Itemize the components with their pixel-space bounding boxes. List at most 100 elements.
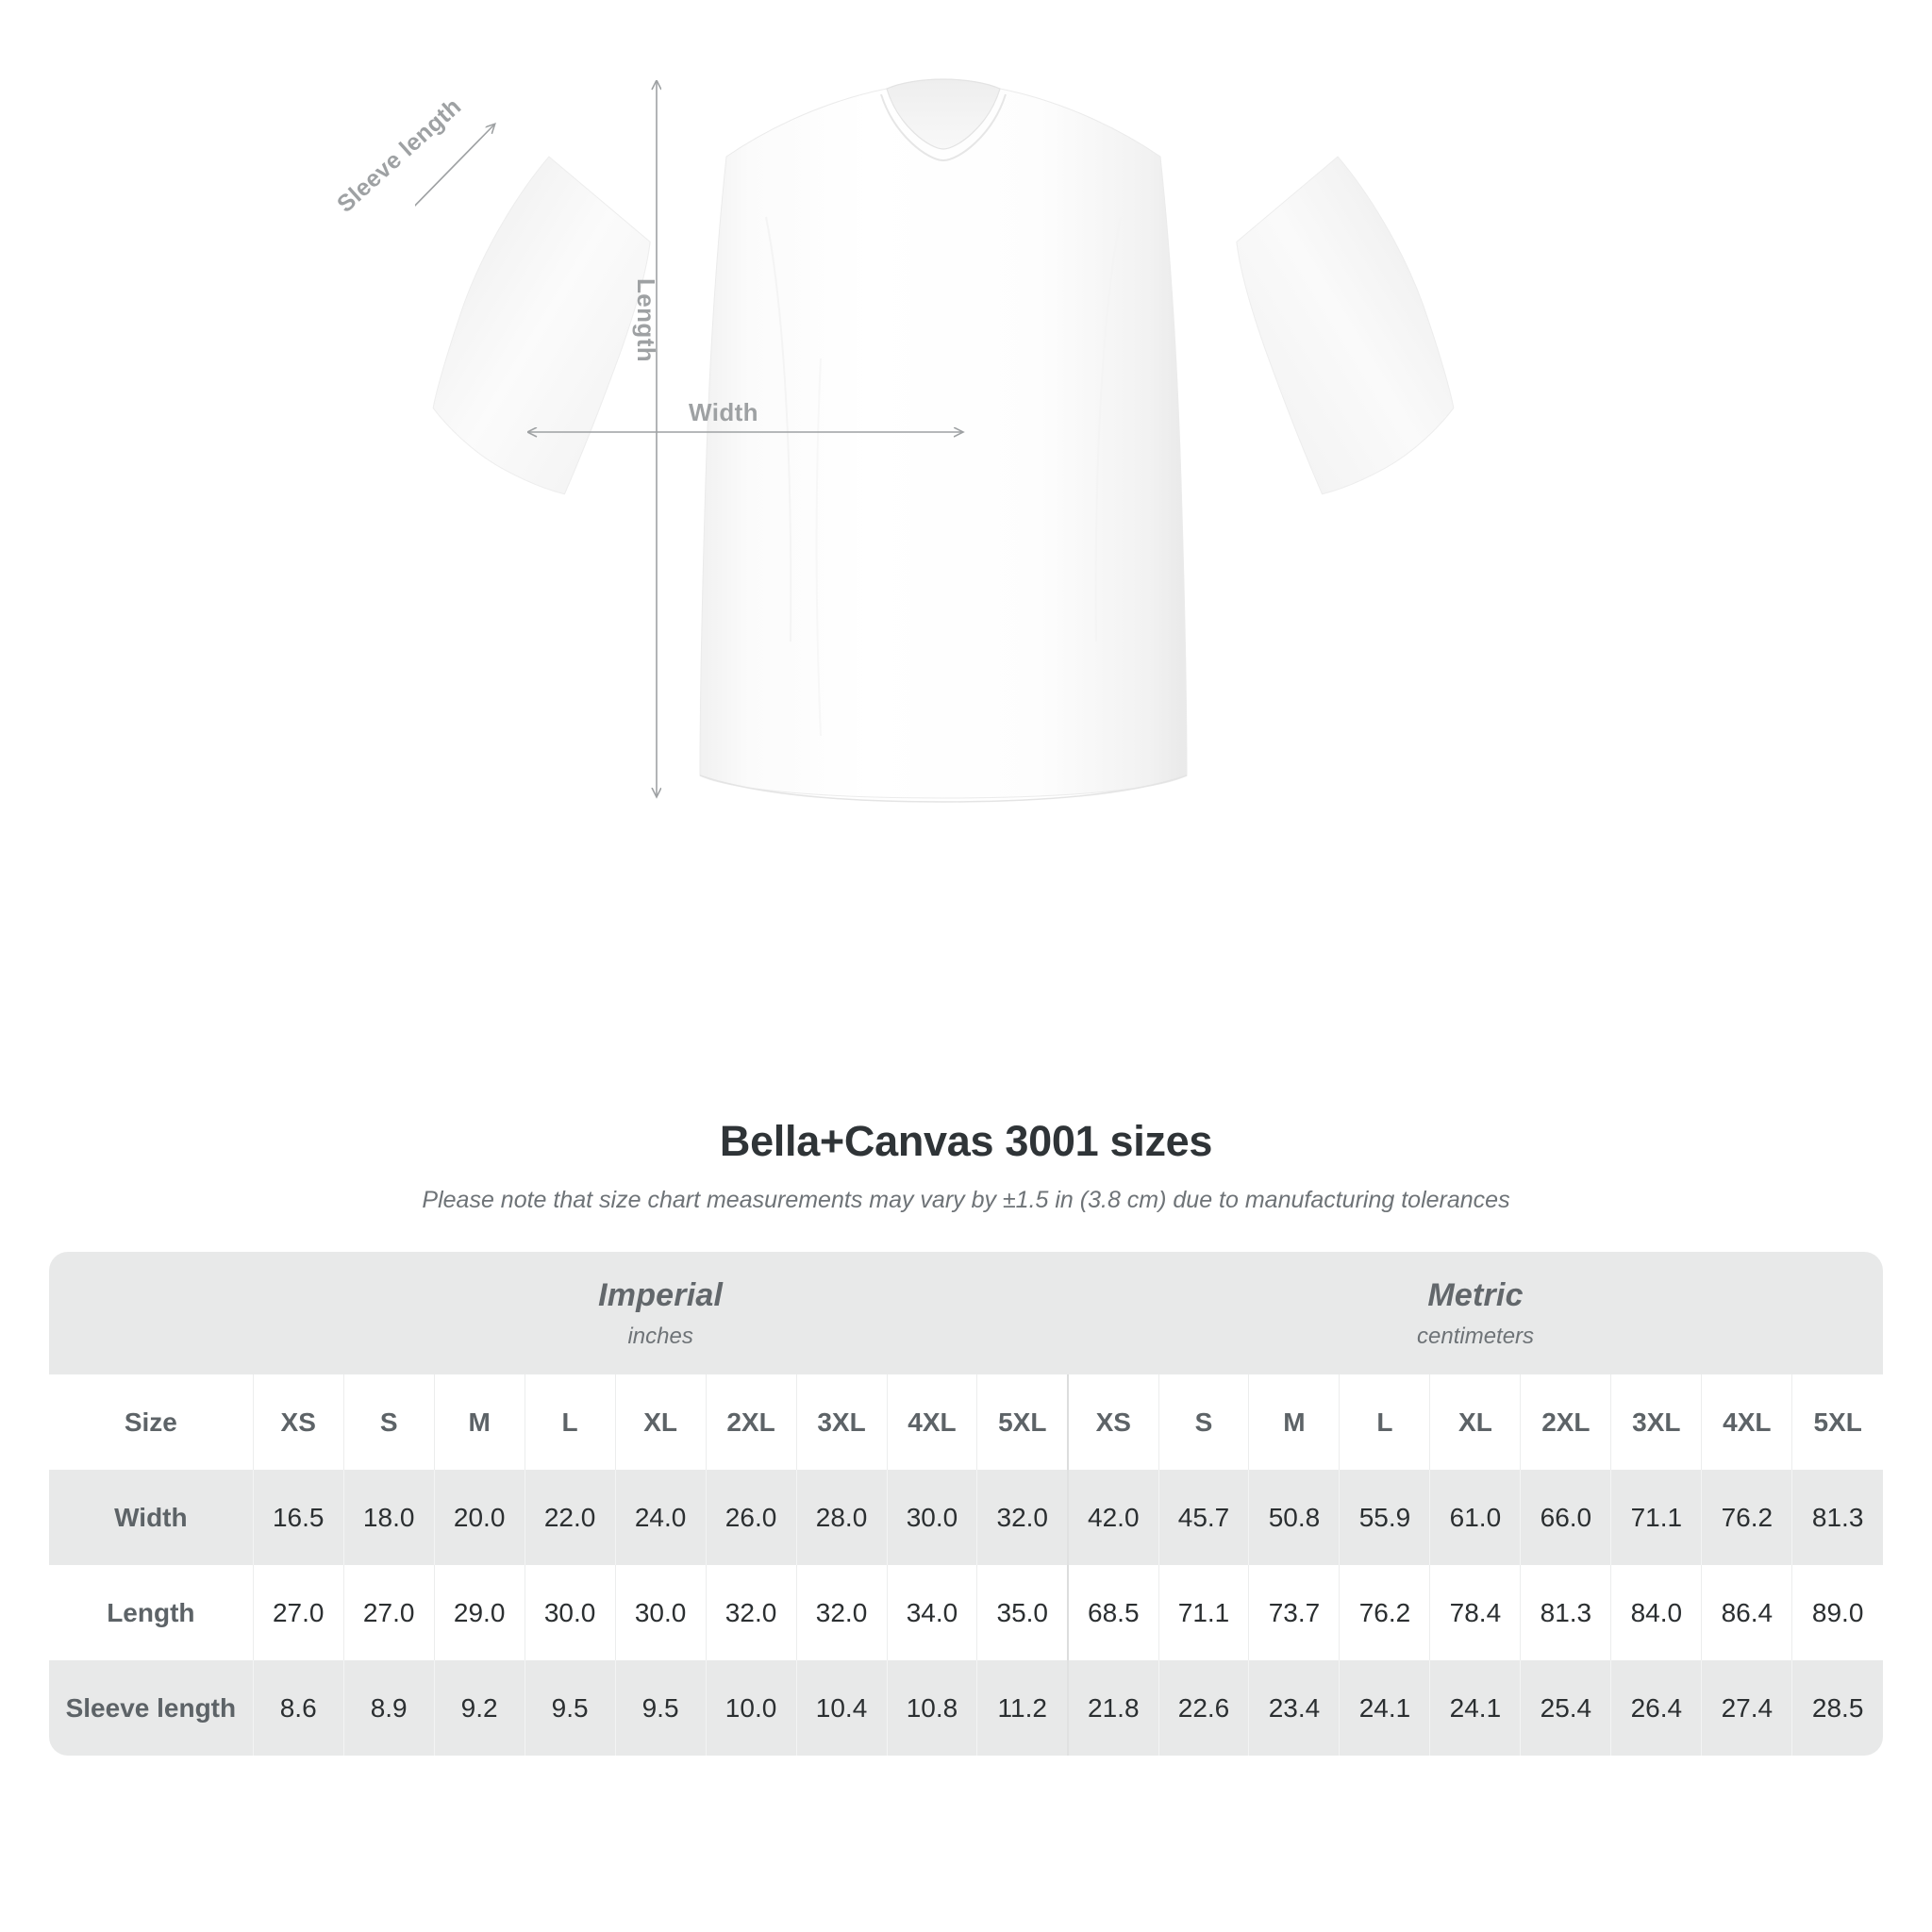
- cell-width-imperial-4xl: 30.0: [886, 1470, 977, 1565]
- cell-length-metric-4xl: 86.4: [1701, 1565, 1792, 1660]
- cell-width-metric-m: 50.8: [1248, 1470, 1340, 1565]
- size-header-metric-3xl: 3XL: [1610, 1374, 1702, 1470]
- cell-width-imperial-2xl: 26.0: [705, 1470, 797, 1565]
- cell-sleeve-imperial-m: 9.2: [433, 1660, 525, 1756]
- size-table-container: Imperial inches Metric centimeters Size …: [49, 1252, 1883, 1756]
- cell-width-imperial-xl: 24.0: [614, 1470, 707, 1565]
- cell-width-imperial-l: 22.0: [524, 1470, 616, 1565]
- tolerance-note: Please note that size chart measurements…: [422, 1187, 1510, 1213]
- cell-width-imperial-m: 20.0: [433, 1470, 525, 1565]
- cell-length-metric-xl: 78.4: [1429, 1565, 1521, 1660]
- cell-width-metric-xs: 42.0: [1067, 1470, 1159, 1565]
- cell-sleeve-imperial-4xl: 10.8: [886, 1660, 977, 1756]
- size-header-row: Size XS S M L XL 2XL 3XL 4XL 5XL XS S M …: [49, 1374, 1883, 1470]
- size-header-metric-m: M: [1248, 1374, 1340, 1470]
- cell-sleeve-metric-l: 24.1: [1339, 1660, 1430, 1756]
- cell-width-imperial-3xl: 28.0: [795, 1470, 887, 1565]
- length-label: Length: [632, 278, 660, 363]
- cell-length-metric-m: 73.7: [1248, 1565, 1340, 1660]
- size-header-metric-4xl: 4XL: [1701, 1374, 1792, 1470]
- size-header-metric-xs: XS: [1067, 1374, 1159, 1470]
- cell-sleeve-imperial-xl: 9.5: [614, 1660, 707, 1756]
- unit-group-imperial-sub: inches: [627, 1323, 693, 1349]
- size-header-metric-l: L: [1339, 1374, 1430, 1470]
- cell-sleeve-metric-4xl: 27.4: [1701, 1660, 1792, 1756]
- unit-group-imperial: Imperial inches: [253, 1252, 1069, 1374]
- cell-sleeve-metric-xs: 21.8: [1067, 1660, 1159, 1756]
- tshirt-svg: [415, 78, 1455, 803]
- sleeve-arrow: [415, 125, 494, 302]
- table-row: Sleeve length 8.6 8.9 9.2 9.5 9.5 10.0 1…: [49, 1660, 1883, 1756]
- size-header-imperial-3xl: 3XL: [795, 1374, 887, 1470]
- cell-sleeve-imperial-xs: 8.6: [252, 1660, 344, 1756]
- table-row: Width 16.5 18.0 20.0 22.0 24.0 26.0 28.0…: [49, 1470, 1883, 1565]
- size-header-metric-5xl: 5XL: [1791, 1374, 1883, 1470]
- size-header-imperial-xl: XL: [614, 1374, 707, 1470]
- cell-sleeve-metric-xl: 24.1: [1429, 1660, 1521, 1756]
- unit-group-metric: Metric centimeters: [1068, 1252, 1883, 1374]
- tshirt-illustration: [415, 75, 1472, 1094]
- cell-length-imperial-s: 27.0: [342, 1565, 435, 1660]
- size-header-metric-s: S: [1158, 1374, 1249, 1470]
- unit-group-metric-name: Metric: [1427, 1276, 1524, 1313]
- tshirt-shape: [432, 78, 1455, 803]
- cell-length-imperial-5xl: 35.0: [976, 1565, 1069, 1660]
- size-header-imperial-s: S: [342, 1374, 435, 1470]
- size-header-metric-2xl: 2XL: [1520, 1374, 1611, 1470]
- size-table: Imperial inches Metric centimeters Size …: [49, 1252, 1883, 1756]
- heading-block: Bella+Canvas 3001 sizes Please note that…: [0, 1117, 1932, 1214]
- size-header-imperial-l: L: [524, 1374, 616, 1470]
- row-label-length: Length: [49, 1565, 254, 1660]
- cell-width-metric-xl: 61.0: [1429, 1470, 1521, 1565]
- size-header-metric-xl: XL: [1429, 1374, 1521, 1470]
- row-label-width: Width: [49, 1470, 254, 1565]
- cell-width-imperial-5xl: 32.0: [976, 1470, 1069, 1565]
- unit-group-metric-sub: centimeters: [1417, 1323, 1535, 1349]
- cell-length-imperial-l: 30.0: [524, 1565, 616, 1660]
- cell-sleeve-imperial-l: 9.5: [524, 1660, 616, 1756]
- cell-length-metric-3xl: 84.0: [1610, 1565, 1702, 1660]
- cell-length-imperial-3xl: 32.0: [795, 1565, 887, 1660]
- table-row: Length 27.0 27.0 29.0 30.0 30.0 32.0 32.…: [49, 1565, 1883, 1660]
- cell-sleeve-imperial-5xl: 11.2: [976, 1660, 1069, 1756]
- size-header-imperial-m: M: [433, 1374, 525, 1470]
- page-title: Bella+Canvas 3001 sizes: [719, 1117, 1213, 1165]
- cell-length-metric-s: 71.1: [1158, 1565, 1249, 1660]
- cell-length-metric-l: 76.2: [1339, 1565, 1430, 1660]
- unit-banner-row: Imperial inches Metric centimeters: [49, 1252, 1883, 1374]
- cell-sleeve-imperial-2xl: 10.0: [705, 1660, 797, 1756]
- size-header-imperial-4xl: 4XL: [886, 1374, 977, 1470]
- unit-group-imperial-name: Imperial: [598, 1276, 724, 1313]
- cell-sleeve-imperial-s: 8.9: [342, 1660, 435, 1756]
- width-label: Width: [689, 398, 758, 426]
- cell-sleeve-metric-s: 22.6: [1158, 1660, 1249, 1756]
- cell-length-imperial-xl: 30.0: [614, 1565, 707, 1660]
- cell-width-metric-4xl: 76.2: [1701, 1470, 1792, 1565]
- cell-width-metric-2xl: 66.0: [1520, 1470, 1611, 1565]
- size-header-imperial-xs: XS: [252, 1374, 344, 1470]
- cell-width-metric-s: 45.7: [1158, 1470, 1249, 1565]
- cell-length-imperial-4xl: 34.0: [886, 1565, 977, 1660]
- row-label-sleeve-length: Sleeve length: [49, 1660, 254, 1756]
- cell-width-imperial-xs: 16.5: [252, 1470, 344, 1565]
- cell-length-imperial-2xl: 32.0: [705, 1565, 797, 1660]
- cell-length-metric-xs: 68.5: [1067, 1565, 1159, 1660]
- cell-sleeve-metric-m: 23.4: [1248, 1660, 1340, 1756]
- cell-sleeve-imperial-3xl: 10.4: [795, 1660, 887, 1756]
- cell-width-metric-l: 55.9: [1339, 1470, 1430, 1565]
- cell-length-imperial-xs: 27.0: [252, 1565, 344, 1660]
- cell-length-imperial-m: 29.0: [433, 1565, 525, 1660]
- size-header-label: Size: [49, 1374, 254, 1470]
- cell-sleeve-metric-3xl: 26.4: [1610, 1660, 1702, 1756]
- cell-sleeve-metric-2xl: 25.4: [1520, 1660, 1611, 1756]
- cell-sleeve-metric-5xl: 28.5: [1791, 1660, 1883, 1756]
- size-header-imperial-5xl: 5XL: [976, 1374, 1069, 1470]
- cell-width-metric-3xl: 71.1: [1610, 1470, 1702, 1565]
- measurement-guides: [415, 81, 962, 796]
- cell-width-imperial-s: 18.0: [342, 1470, 435, 1565]
- unit-banner-spacer: [49, 1252, 254, 1374]
- cell-length-metric-5xl: 89.0: [1791, 1565, 1883, 1660]
- size-header-imperial-2xl: 2XL: [705, 1374, 797, 1470]
- cell-width-metric-5xl: 81.3: [1791, 1470, 1883, 1565]
